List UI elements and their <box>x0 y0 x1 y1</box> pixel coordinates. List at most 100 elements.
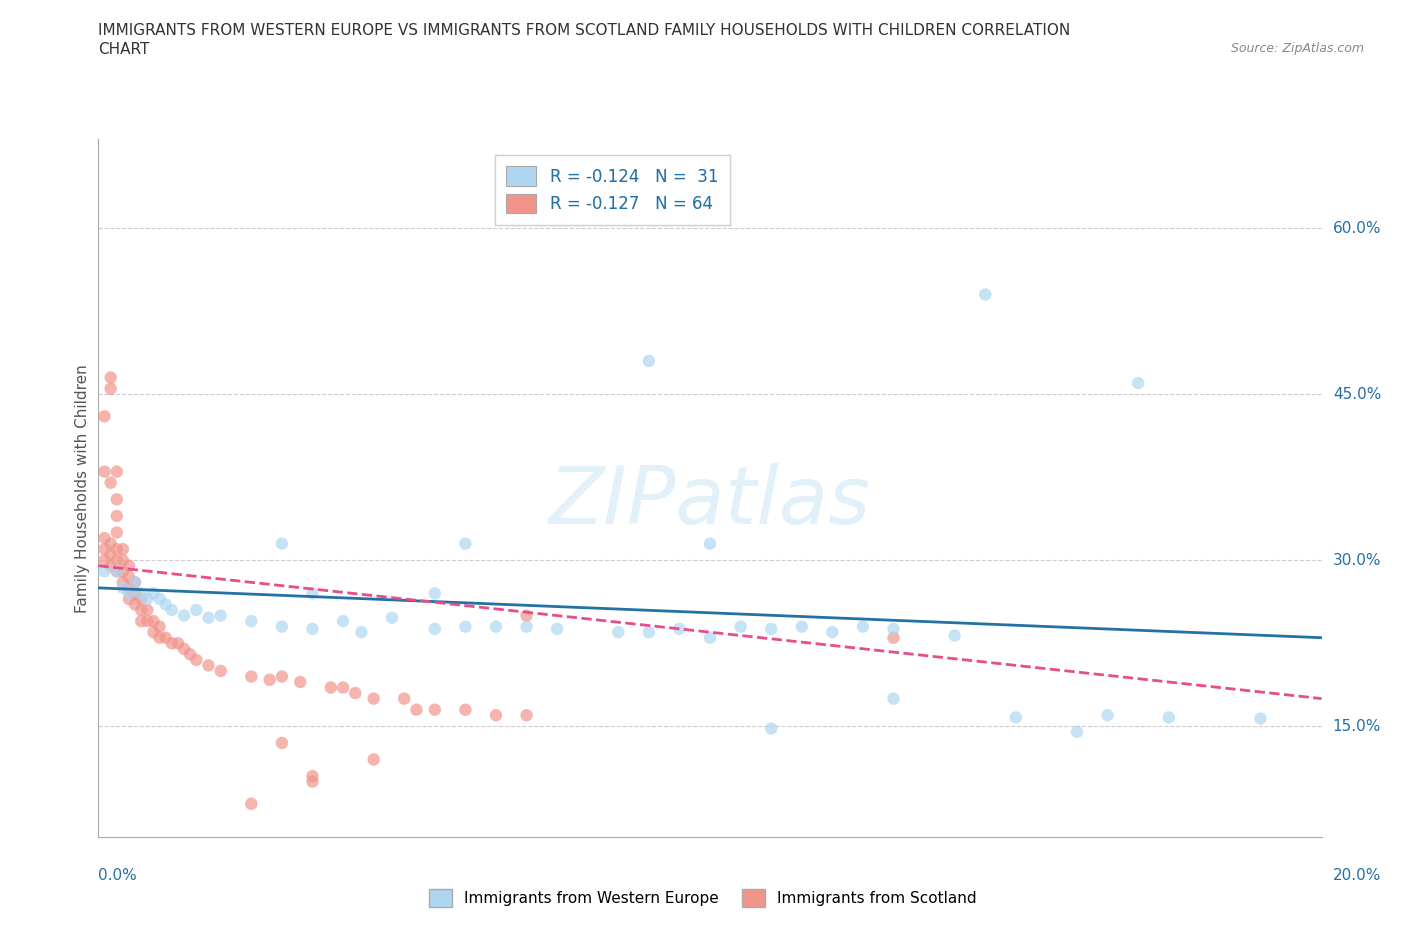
Point <box>105 464 128 479</box>
Point <box>118 591 141 606</box>
Point <box>759 721 782 736</box>
Point <box>111 552 134 567</box>
Point <box>179 647 201 662</box>
Point <box>118 580 141 595</box>
Point <box>111 564 134 578</box>
Point <box>93 541 115 556</box>
Point <box>454 702 477 717</box>
Point <box>454 537 477 551</box>
Point <box>301 774 323 789</box>
Point <box>759 621 782 636</box>
Point <box>129 591 152 606</box>
Point <box>1128 376 1150 391</box>
Point <box>301 769 323 784</box>
Point <box>100 537 122 551</box>
Text: CHART: CHART <box>98 42 150 57</box>
Point <box>699 631 721 645</box>
Point <box>197 658 219 672</box>
Point <box>111 575 134 590</box>
Point <box>149 591 172 606</box>
Point <box>100 475 122 490</box>
Point <box>270 619 292 634</box>
Point <box>381 610 404 625</box>
Point <box>730 619 752 634</box>
Point <box>129 614 152 629</box>
Text: 0.0%: 0.0% <box>98 868 138 883</box>
Point <box>173 608 195 623</box>
Point <box>105 525 128 540</box>
Point <box>943 628 966 643</box>
Point <box>93 464 115 479</box>
Point <box>363 691 385 706</box>
Point <box>142 614 165 629</box>
Point <box>516 619 538 634</box>
Point <box>259 672 281 687</box>
Point <box>197 610 219 625</box>
Point <box>105 564 128 578</box>
Point <box>149 631 172 645</box>
Point <box>974 287 997 302</box>
Point <box>209 663 232 678</box>
Point <box>124 586 146 601</box>
Point <box>332 680 354 695</box>
Point <box>363 752 385 767</box>
Point <box>93 409 115 424</box>
Point <box>607 625 630 640</box>
Point <box>118 569 141 584</box>
Point <box>100 370 122 385</box>
Point <box>160 603 183 618</box>
Point <box>136 591 159 606</box>
Point <box>186 603 208 618</box>
Point <box>637 625 661 640</box>
Point <box>790 619 813 634</box>
Text: Source: ZipAtlas.com: Source: ZipAtlas.com <box>1230 42 1364 55</box>
Text: IMMIGRANTS FROM WESTERN EUROPE VS IMMIGRANTS FROM SCOTLAND FAMILY HOUSEHOLDS WIT: IMMIGRANTS FROM WESTERN EUROPE VS IMMIGR… <box>98 23 1071 38</box>
Point <box>155 597 177 612</box>
Point <box>1249 711 1271 726</box>
Point <box>516 708 538 723</box>
Point <box>405 702 427 717</box>
Point <box>270 736 292 751</box>
Point <box>1004 710 1026 724</box>
Point <box>129 586 152 601</box>
Point <box>290 674 312 689</box>
Point <box>105 492 128 507</box>
Point <box>319 680 342 695</box>
Point <box>1097 708 1119 723</box>
Point <box>1157 710 1180 724</box>
Point <box>423 702 446 717</box>
Point <box>160 636 183 651</box>
Point <box>124 575 146 590</box>
Point <box>124 575 146 590</box>
Point <box>883 631 905 645</box>
Text: 20.0%: 20.0% <box>1333 868 1381 883</box>
Point <box>105 552 128 567</box>
Legend: Immigrants from Western Europe, Immigrants from Scotland: Immigrants from Western Europe, Immigran… <box>423 884 983 913</box>
Point <box>93 564 115 578</box>
Point <box>93 531 115 546</box>
Point <box>240 614 263 629</box>
Point <box>668 621 690 636</box>
Point <box>100 381 122 396</box>
Point <box>637 353 661 368</box>
Point <box>1066 724 1088 739</box>
Point <box>883 691 905 706</box>
Point <box>173 642 195 657</box>
Point <box>350 625 373 640</box>
Point <box>821 625 844 640</box>
Point <box>423 621 446 636</box>
Point <box>105 564 128 578</box>
Point <box>167 636 190 651</box>
Point <box>209 608 232 623</box>
Point <box>142 625 165 640</box>
Point <box>93 552 115 567</box>
Text: ZIPatlas: ZIPatlas <box>548 463 872 541</box>
Point <box>699 537 721 551</box>
Point <box>485 708 508 723</box>
Point <box>118 586 141 601</box>
Point <box>332 614 354 629</box>
Point <box>240 669 263 684</box>
Point <box>454 619 477 634</box>
Point <box>111 541 134 556</box>
Point <box>883 621 905 636</box>
